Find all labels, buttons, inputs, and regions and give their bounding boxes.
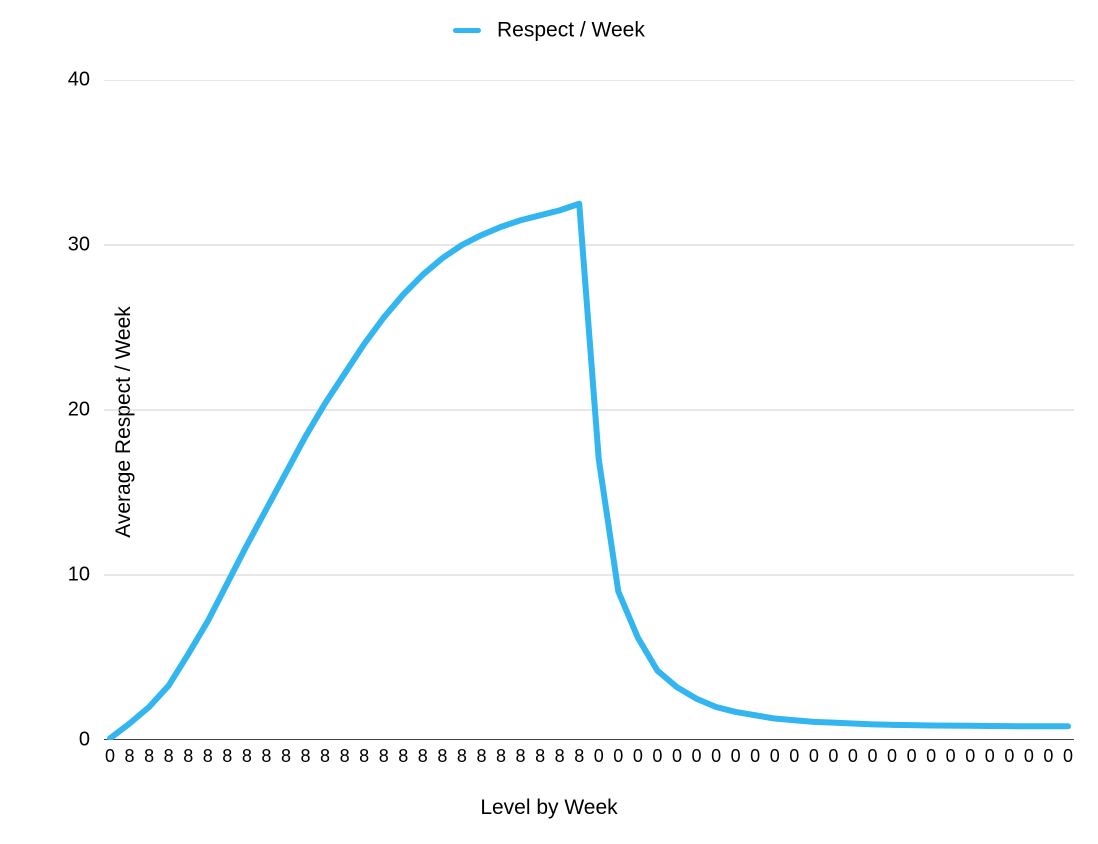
x-tick-label: 8 xyxy=(340,746,350,767)
y-tick-label: 10 xyxy=(50,564,90,587)
x-tick-label: 0 xyxy=(692,746,702,767)
x-tick-label: 0 xyxy=(867,746,877,767)
x-tick-label: 0 xyxy=(809,746,819,767)
x-tick-label: 0 xyxy=(633,746,643,767)
x-tick-label: 0 xyxy=(789,746,799,767)
x-tick-label: 8 xyxy=(242,746,252,767)
y-tick-label: 0 xyxy=(50,729,90,752)
x-tick-label: 8 xyxy=(496,746,506,767)
x-tick-label: 0 xyxy=(770,746,780,767)
legend-label: Respect / Week xyxy=(497,18,645,41)
y-tick-label: 20 xyxy=(50,399,90,422)
legend: Respect / Week xyxy=(0,18,1098,42)
x-tick-label: 0 xyxy=(1004,746,1014,767)
x-tick-label: 0 xyxy=(105,746,115,767)
x-tick-label: 0 xyxy=(613,746,623,767)
x-tick-label: 0 xyxy=(926,746,936,767)
x-tick-label: 8 xyxy=(300,746,310,767)
y-tick-label: 30 xyxy=(50,234,90,257)
x-tick-label: 8 xyxy=(144,746,154,767)
x-tick-label: 8 xyxy=(164,746,174,767)
x-tick-label: 0 xyxy=(848,746,858,767)
series-line xyxy=(110,204,1068,739)
x-tick-label: 8 xyxy=(398,746,408,767)
x-tick-label: 8 xyxy=(535,746,545,767)
x-tick-label: 8 xyxy=(555,746,565,767)
x-tick-label: 0 xyxy=(887,746,897,767)
x-tick-label: 8 xyxy=(320,746,330,767)
x-tick-label: 0 xyxy=(946,746,956,767)
x-tick-label: 0 xyxy=(594,746,604,767)
x-tick-label: 0 xyxy=(1024,746,1034,767)
x-tick-label: 0 xyxy=(1043,746,1053,767)
x-tick-label: 8 xyxy=(281,746,291,767)
legend-swatch xyxy=(453,28,481,33)
x-tick-label: 0 xyxy=(907,746,917,767)
x-tick-label: 0 xyxy=(731,746,741,767)
x-tick-label: 8 xyxy=(476,746,486,767)
x-tick-labels: 0888888888888888888888888000000000000000… xyxy=(104,746,1074,770)
x-tick-label: 0 xyxy=(1063,746,1073,767)
x-tick-label: 0 xyxy=(672,746,682,767)
x-axis-title: Level by Week xyxy=(0,796,1098,820)
x-tick-label: 0 xyxy=(965,746,975,767)
y-tick-label: 40 xyxy=(50,69,90,92)
x-tick-label: 0 xyxy=(985,746,995,767)
x-tick-label: 0 xyxy=(652,746,662,767)
x-tick-label: 8 xyxy=(359,746,369,767)
plot-area: 010203040 xyxy=(104,80,1074,740)
x-tick-label: 8 xyxy=(457,746,467,767)
x-tick-label: 0 xyxy=(828,746,838,767)
x-tick-label: 8 xyxy=(125,746,135,767)
x-tick-label: 8 xyxy=(437,746,447,767)
x-tick-label: 8 xyxy=(222,746,232,767)
x-tick-label: 8 xyxy=(203,746,213,767)
x-tick-label: 8 xyxy=(261,746,271,767)
x-tick-label: 0 xyxy=(750,746,760,767)
line-chart-svg xyxy=(104,80,1074,740)
x-tick-label: 8 xyxy=(379,746,389,767)
x-tick-label: 8 xyxy=(418,746,428,767)
chart-container: Respect / Week Average Respect / Week 01… xyxy=(0,0,1098,844)
x-tick-label: 8 xyxy=(574,746,584,767)
x-tick-label: 0 xyxy=(711,746,721,767)
x-tick-label: 8 xyxy=(183,746,193,767)
x-tick-label: 8 xyxy=(516,746,526,767)
